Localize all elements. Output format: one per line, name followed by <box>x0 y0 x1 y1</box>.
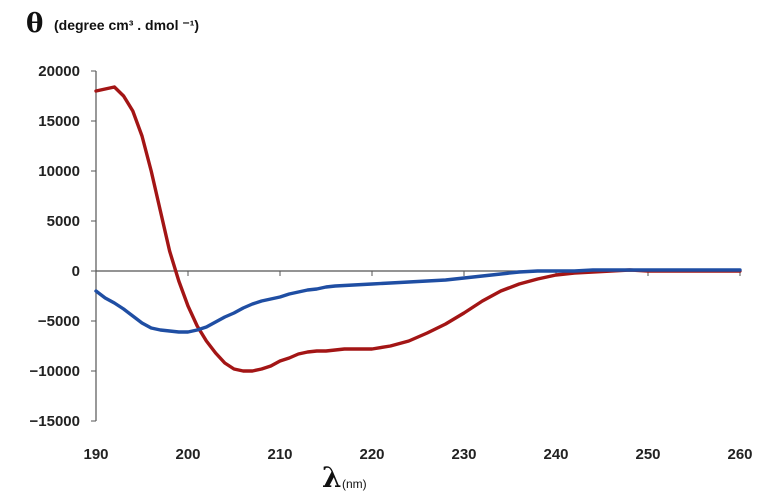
x-tick-label: 210 <box>267 446 292 463</box>
x-axis-label-unit: (nm) <box>342 477 367 491</box>
y-axis-label-unit: (degree cm³ . dmol ⁻¹) <box>54 17 199 33</box>
y-axis-label-symbol: θ <box>26 9 43 39</box>
y-tick-label: 20000 <box>38 63 80 80</box>
y-tick-label: −5000 <box>38 313 80 330</box>
x-tick-label: 220 <box>359 446 384 463</box>
y-tick-label: 15000 <box>38 113 80 130</box>
x-tick-label: 190 <box>83 446 108 463</box>
x-tick-label: 250 <box>635 446 660 463</box>
series-line-2 <box>94 268 742 334</box>
y-tick-label: −15000 <box>30 413 80 430</box>
y-tick-label: 10000 <box>38 163 80 180</box>
tick-labels: 20000 15000 10000 5000 0 −5000 −10000 −15000190… <box>30 63 753 463</box>
x-axis-label-symbol: λ <box>322 461 342 491</box>
axes <box>91 70 741 422</box>
x-tick-label: 230 <box>451 446 476 463</box>
x-tick-label: 260 <box>727 446 752 463</box>
y-tick-label: 0 <box>72 263 80 280</box>
data-series <box>94 85 742 373</box>
y-tick-label: −10000 <box>30 363 80 380</box>
series-line-1 <box>94 85 742 373</box>
x-tick-label: 200 <box>175 446 200 463</box>
y-tick-label: 5000 <box>47 213 80 230</box>
x-tick-label: 240 <box>543 446 568 463</box>
